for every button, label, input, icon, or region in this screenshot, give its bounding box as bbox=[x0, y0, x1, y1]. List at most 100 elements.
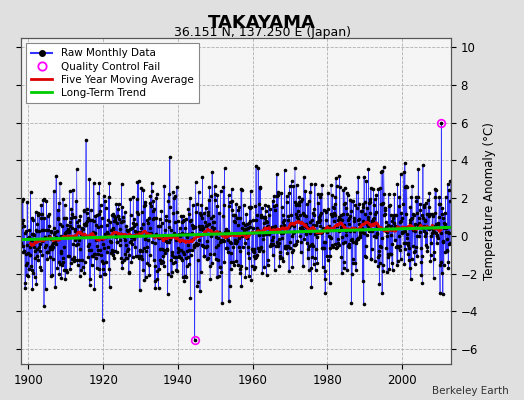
Point bbox=[23, 242, 31, 248]
Point bbox=[330, 218, 338, 224]
Point bbox=[327, 182, 335, 188]
Point bbox=[122, 248, 130, 254]
Point bbox=[339, 211, 347, 217]
Point bbox=[361, 211, 369, 218]
Point bbox=[32, 281, 40, 287]
Point bbox=[176, 238, 184, 244]
Point bbox=[336, 216, 344, 223]
Point bbox=[156, 223, 164, 230]
Point bbox=[224, 192, 233, 199]
Point bbox=[93, 243, 102, 249]
Point bbox=[107, 239, 115, 246]
Point bbox=[367, 219, 376, 225]
Point bbox=[247, 204, 255, 210]
Point bbox=[241, 274, 249, 280]
Point bbox=[244, 255, 253, 261]
Point bbox=[72, 234, 80, 241]
Point bbox=[320, 276, 329, 282]
Point bbox=[389, 226, 398, 233]
Point bbox=[147, 231, 156, 237]
Point bbox=[25, 233, 33, 240]
Point bbox=[260, 220, 269, 226]
Point bbox=[133, 209, 141, 215]
Point bbox=[332, 222, 340, 229]
Point bbox=[150, 206, 158, 212]
Point bbox=[440, 220, 449, 226]
Point bbox=[387, 250, 396, 257]
Point bbox=[340, 200, 348, 207]
Point bbox=[354, 174, 363, 180]
Point bbox=[274, 240, 282, 247]
Point bbox=[255, 248, 264, 254]
Point bbox=[18, 242, 26, 249]
Point bbox=[72, 166, 81, 172]
Point bbox=[350, 228, 358, 234]
Point bbox=[94, 251, 102, 257]
Point bbox=[301, 231, 310, 237]
Point bbox=[117, 180, 126, 187]
Point bbox=[344, 217, 353, 224]
Point bbox=[92, 222, 101, 228]
Point bbox=[109, 211, 117, 217]
Point bbox=[268, 242, 277, 248]
Point bbox=[52, 240, 61, 247]
Point bbox=[101, 197, 109, 204]
Point bbox=[100, 270, 108, 277]
Point bbox=[134, 211, 142, 217]
Point bbox=[171, 193, 179, 200]
Point bbox=[192, 201, 201, 207]
Point bbox=[215, 264, 224, 270]
Point bbox=[18, 198, 26, 204]
Point bbox=[286, 244, 294, 251]
Point bbox=[301, 188, 310, 194]
Point bbox=[340, 264, 348, 271]
Point bbox=[134, 253, 142, 259]
Point bbox=[31, 254, 39, 261]
Point bbox=[178, 213, 187, 219]
Point bbox=[330, 211, 339, 218]
Point bbox=[441, 210, 449, 216]
Point bbox=[276, 248, 285, 255]
Point bbox=[445, 241, 454, 248]
Point bbox=[307, 242, 315, 249]
Point bbox=[395, 203, 403, 209]
Point bbox=[357, 208, 365, 215]
Point bbox=[56, 220, 64, 227]
Point bbox=[66, 223, 74, 229]
Point bbox=[371, 211, 379, 218]
Point bbox=[136, 287, 144, 294]
Point bbox=[236, 266, 244, 272]
Point bbox=[440, 225, 449, 231]
Point bbox=[336, 224, 345, 231]
Point bbox=[213, 274, 221, 280]
Point bbox=[71, 214, 80, 220]
Point bbox=[317, 191, 325, 198]
Point bbox=[247, 277, 256, 283]
Point bbox=[111, 215, 119, 221]
Point bbox=[189, 202, 197, 208]
Point bbox=[325, 227, 333, 233]
Point bbox=[315, 212, 324, 218]
Point bbox=[110, 255, 118, 261]
Point bbox=[84, 240, 93, 247]
Point bbox=[86, 276, 95, 282]
Point bbox=[381, 219, 390, 225]
Point bbox=[148, 239, 157, 246]
Point bbox=[439, 214, 447, 221]
Point bbox=[119, 218, 127, 224]
Point bbox=[341, 200, 350, 206]
Point bbox=[418, 280, 427, 286]
Point bbox=[88, 253, 96, 259]
Point bbox=[416, 222, 424, 228]
Point bbox=[203, 256, 211, 262]
Point bbox=[275, 263, 283, 270]
Point bbox=[339, 240, 347, 246]
Point bbox=[58, 223, 67, 230]
Point bbox=[169, 232, 178, 239]
Point bbox=[67, 206, 75, 212]
Point bbox=[395, 233, 403, 240]
Point bbox=[163, 271, 172, 277]
Point bbox=[69, 241, 78, 248]
Point bbox=[307, 284, 315, 290]
Point bbox=[161, 227, 169, 233]
